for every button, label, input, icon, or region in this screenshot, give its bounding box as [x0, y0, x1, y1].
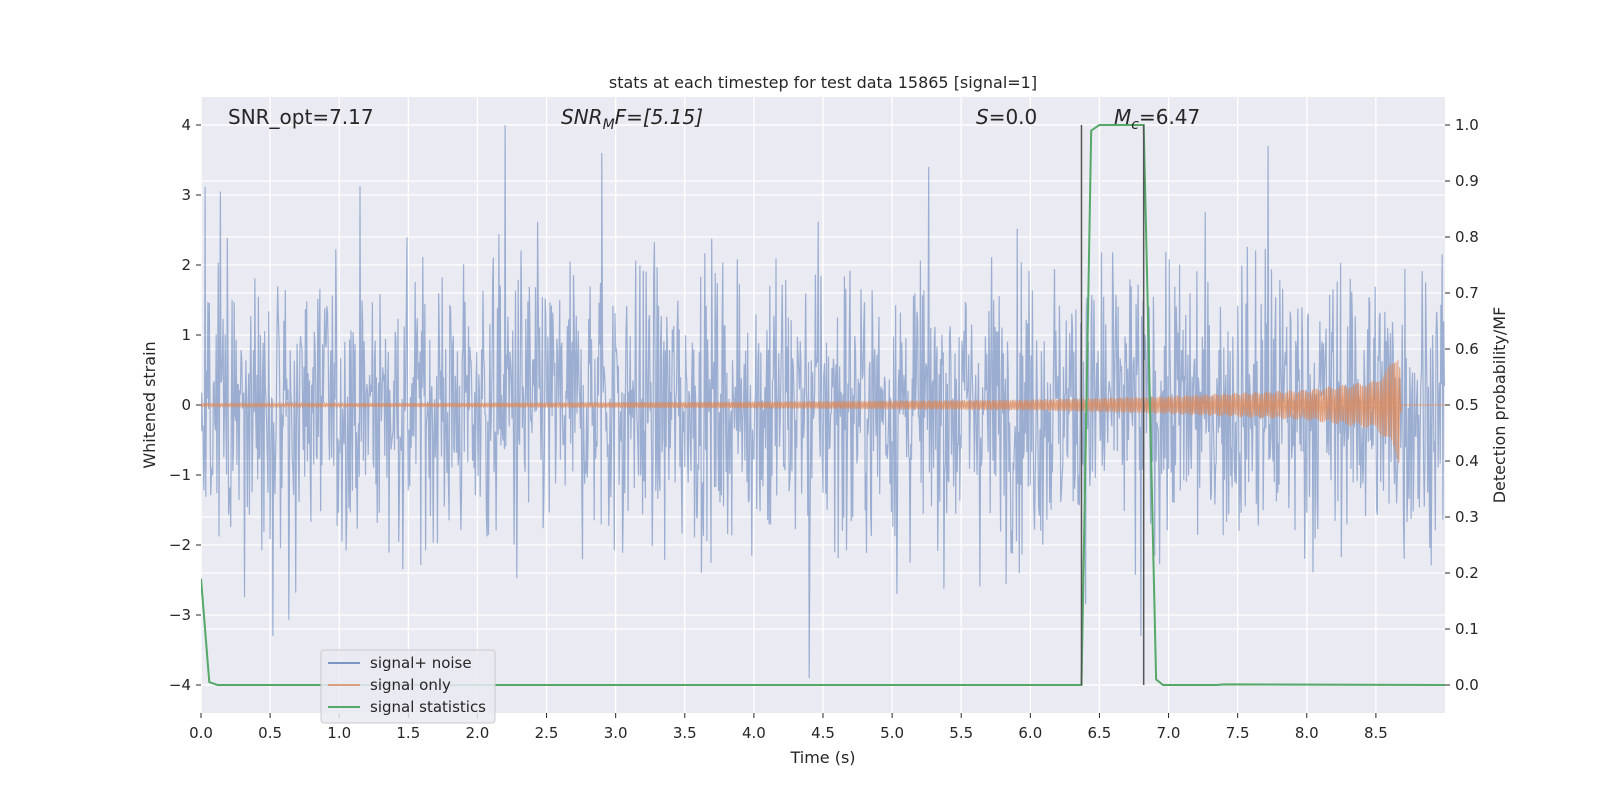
annotation-mc-base: M	[1114, 105, 1131, 129]
x-tick-label-14: 7.0	[1157, 724, 1181, 742]
annotation-snr-mf: SNRMF=[5.15]	[561, 105, 703, 133]
y-left-axis-label: Whitened strain	[140, 341, 159, 468]
vertical-markers	[1080, 125, 1145, 685]
x-tick-label-17: 8.5	[1364, 724, 1388, 742]
series-signal-only	[201, 360, 1445, 464]
y-right-axis-label: Detection probability/MF	[1490, 307, 1509, 504]
annotation-snr-mf-sub: M	[603, 117, 615, 133]
yl-tick-label-7: 3	[181, 186, 191, 204]
yl-tick-label-0: −4	[169, 676, 191, 694]
yr-tick-label-8: 0.8	[1455, 228, 1479, 246]
yl-tick-label-2: −2	[169, 536, 191, 554]
x-tick-label-8: 4.0	[742, 724, 766, 742]
yr-tick-label-9: 0.9	[1455, 172, 1479, 190]
y-right-axis-ticks: 0.0 0.1 0.2 0.3 0.4 0.5 0.6 0.7 0.8 0.9 1.0	[1445, 116, 1479, 694]
legend-label-signal-noise: signal+ noise	[370, 654, 472, 672]
yl-tick-label-6: 2	[181, 256, 191, 274]
x-tick-label-3: 1.5	[396, 724, 420, 742]
yr-tick-label-3: 0.3	[1455, 508, 1479, 526]
x-tick-label-7: 3.5	[673, 724, 697, 742]
legend: signal+ noise signal only signal statist…	[320, 649, 496, 724]
yl-tick-label-4: 0	[181, 396, 191, 414]
yl-tick-label-8: 4	[181, 116, 191, 134]
legend-label-signal-statistics: signal statistics	[370, 698, 486, 716]
annotation-s-rest: =0.0	[989, 105, 1038, 129]
legend-label-signal-only: signal only	[370, 676, 451, 694]
x-tick-label-0: 0.0	[189, 724, 213, 742]
yr-tick-label-10: 1.0	[1455, 116, 1479, 134]
x-tick-label-9: 4.5	[811, 724, 835, 742]
annotation-snr-mf-base: SNR	[561, 105, 603, 129]
x-axis-label: Time (s)	[789, 748, 855, 767]
series-layer	[201, 124, 1445, 686]
x-axis-ticks: 0.0 0.5 1.0 1.5 2.0 2.5 3.0 3.5 4.0 4.5 5.0 5.5 6.0 6…	[189, 713, 1388, 742]
x-tick-label-2: 1.0	[327, 724, 351, 742]
yl-tick-label-3: −1	[169, 466, 191, 484]
x-tick-label-11: 5.5	[949, 724, 973, 742]
x-tick-label-4: 2.0	[466, 724, 490, 742]
yr-tick-label-0: 0.0	[1455, 676, 1479, 694]
x-tick-label-12: 6.0	[1018, 724, 1042, 742]
x-tick-label-10: 5.0	[880, 724, 904, 742]
x-tick-label-13: 6.5	[1088, 724, 1112, 742]
annotation-mc: Mc=6.47	[1114, 105, 1200, 133]
yr-tick-label-6: 0.6	[1455, 340, 1479, 358]
annotation-snr-opt: SNR_opt=7.17	[228, 105, 374, 129]
annotation-s: S=0.0	[976, 105, 1037, 129]
annotation-snr-mf-rest: F=[5.15]	[615, 105, 703, 129]
x-tick-label-15: 7.5	[1226, 724, 1250, 742]
annotation-mc-rest: =6.47	[1139, 105, 1200, 129]
yr-tick-label-7: 0.7	[1455, 284, 1479, 302]
series-signal-statistics	[201, 124, 1445, 686]
chart-title: stats at each timestep for test data 158…	[609, 73, 1037, 92]
yr-tick-label-4: 0.4	[1455, 452, 1479, 470]
y-left-axis-ticks: −4 −3 −2 −1 0 1 2 3 4	[169, 116, 201, 694]
x-tick-label-5: 2.5	[535, 724, 559, 742]
yl-tick-label-1: −3	[169, 606, 191, 624]
x-tick-label-6: 3.0	[604, 724, 628, 742]
legend-box	[320, 649, 496, 724]
series-signal-noise	[201, 124, 1445, 679]
annotation-s-base: S	[976, 105, 989, 129]
annotation-mc-sub: c	[1131, 117, 1139, 133]
yl-tick-label-5: 1	[181, 326, 191, 344]
x-tick-label-16: 8.0	[1295, 724, 1319, 742]
x-tick-label-1: 0.5	[258, 724, 282, 742]
yr-tick-label-5: 0.5	[1455, 396, 1479, 414]
yr-tick-label-1: 0.1	[1455, 620, 1479, 638]
yr-tick-label-2: 0.2	[1455, 564, 1479, 582]
